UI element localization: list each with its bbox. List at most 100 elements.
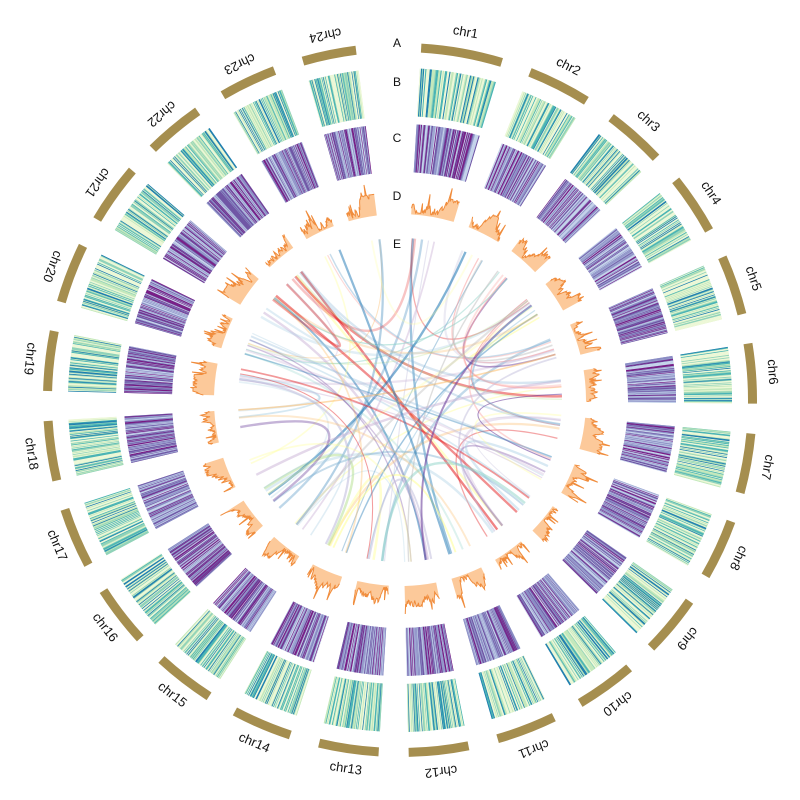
heatmap-c-bin (298, 612, 317, 658)
heatmap-c-bin (496, 149, 518, 194)
heatmap-c-bin (473, 615, 490, 662)
heatmap-b-bin (613, 587, 650, 620)
heatmap-b-bin (566, 629, 596, 669)
heatmap-c-bin (234, 582, 264, 622)
heatmap-b-bin (325, 76, 338, 124)
heatmap-b-bin (116, 226, 158, 253)
heatmap-b-bin (184, 615, 217, 653)
heatmap-b-bin (288, 667, 306, 714)
heatmap-b-bin (683, 377, 732, 382)
heatmap-c-bin (626, 426, 675, 434)
heatmap-b-bin (324, 76, 337, 124)
heatmap-b-bin (494, 667, 512, 714)
heatmap-c-bin (549, 191, 582, 229)
heatmap-c-bin (547, 189, 580, 227)
heatmap-b-bin (657, 519, 702, 541)
heatmap-b-bin (652, 528, 696, 552)
heatmap-b-bin (267, 95, 288, 140)
heatmap-c-bin (623, 444, 671, 455)
heatmap-b-bin (615, 584, 653, 617)
heatmap-b-bin (682, 427, 731, 433)
heatmap-c-bin (609, 292, 655, 312)
heatmap-b-bin (667, 288, 713, 306)
heatmap-c-bin (247, 590, 275, 631)
heatmap-b-bin (660, 512, 705, 533)
heatmap-c-bin (614, 305, 660, 323)
heatmap-c-bin (547, 189, 579, 227)
heatmap-b-bin (651, 530, 695, 554)
heatmap-c-bin (173, 529, 213, 558)
ideogram-chr24 (301, 45, 357, 66)
heatmap-b-bin (432, 682, 439, 730)
ideogram-chr18 (43, 420, 62, 482)
heatmap-b-bin (205, 630, 235, 670)
heatmap-b-bin (84, 488, 131, 505)
heatmap-b-bin (104, 529, 148, 553)
heatmap-c-bin (137, 315, 183, 331)
heatmap-c-bin (517, 163, 543, 205)
heatmap-c-bin (372, 626, 378, 675)
heatmap-c-bin (408, 627, 411, 676)
heatmap-b-bin (658, 516, 703, 537)
heatmap-b-bin (205, 130, 235, 170)
heatmap-c-bin (599, 509, 642, 534)
heatmap-c-bin (457, 133, 471, 180)
heatmap-b-bin (147, 584, 185, 616)
heatmap-c-bin (361, 625, 370, 674)
heatmap-c-bin (141, 301, 188, 320)
heatmap-c-bin (290, 609, 310, 654)
heatmap-c-bin (214, 195, 248, 232)
heatmap-c-bin (623, 445, 671, 456)
heatmap-c-bin (626, 422, 675, 428)
heatmap-c-bin (341, 130, 352, 178)
heatmap-b-bin (134, 200, 174, 230)
heatmap-c-bin (177, 535, 217, 565)
heatmap-c-bin (518, 594, 545, 636)
heatmap-b-bin (650, 532, 694, 556)
heatmap-b-bin (533, 107, 558, 150)
heatmap-c-bin (125, 374, 173, 380)
heatmap-c-bin (627, 383, 676, 388)
area-line-chr5 (573, 321, 602, 351)
heatmap-c-bin (146, 290, 191, 310)
heatmap-b-bin (661, 509, 707, 530)
heatmap-b-bin (489, 669, 506, 716)
heatmap-c-bin (411, 627, 415, 676)
heatmap-c-bin (583, 534, 624, 564)
heatmap-b-bin (470, 78, 484, 126)
heatmap-c-bin (225, 576, 257, 615)
heatmap-b-bin (673, 474, 721, 488)
heatmap-b-bin (662, 273, 708, 293)
heatmap-b-bin (680, 440, 729, 449)
heatmap-c-bin (536, 582, 566, 622)
heatmap-c-bin (152, 501, 197, 524)
heatmap-b-bin (318, 77, 331, 125)
heatmap-b-bin (175, 155, 209, 192)
heatmap-b-bin (641, 224, 683, 251)
heatmap-b-bin (681, 433, 730, 441)
heatmap-b-bin (417, 683, 422, 732)
heatmap-b-bin (673, 310, 720, 325)
heatmap-c-bin (454, 132, 468, 179)
heatmap-c-bin (267, 157, 292, 200)
heatmap-c-bin (424, 626, 431, 675)
heatmap-b-bin (88, 497, 134, 515)
heatmap-b-bin (615, 584, 653, 616)
heatmap-b-bin (203, 628, 233, 669)
heatmap-c-bin (616, 314, 663, 330)
heatmap-b-bin (68, 381, 117, 386)
heatmap-c-bin (359, 126, 368, 175)
heatmap-b-bin (338, 73, 349, 121)
heatmap-b-bin (675, 468, 723, 482)
heatmap-b-bin (646, 541, 689, 566)
heatmap-c-bin (586, 530, 627, 559)
heatmap-c-bin (233, 582, 264, 621)
heatmap-b-bin (433, 681, 440, 730)
heatmap-b-bin (647, 538, 690, 563)
heatmap-c-bin (627, 396, 676, 398)
heatmap-b-bin (70, 359, 119, 367)
heatmap-b-bin (182, 614, 215, 652)
heatmap-b-bin (639, 221, 681, 249)
link (297, 470, 406, 562)
heatmap-b-bin (679, 446, 728, 456)
